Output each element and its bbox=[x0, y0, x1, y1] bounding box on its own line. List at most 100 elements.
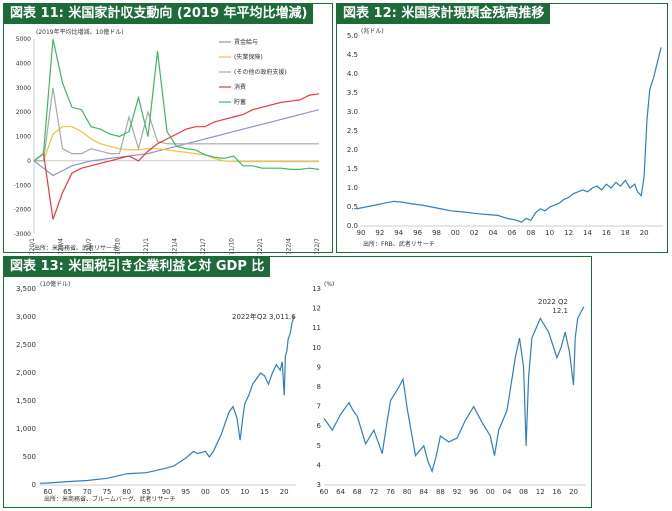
y-tick-label: 4 bbox=[317, 461, 322, 469]
y-tick-label: 0.5 bbox=[347, 203, 358, 211]
x-tick-label: 12 bbox=[536, 488, 545, 496]
y-tick-label: 0 bbox=[32, 481, 36, 489]
x-tick-label: 85 bbox=[142, 488, 151, 496]
x-tick-label: 10 bbox=[545, 229, 554, 237]
annotation: 2022 Q2 bbox=[538, 298, 568, 306]
x-tick-label: 2021/4 bbox=[172, 238, 179, 254]
x-tick-label: 15 bbox=[260, 488, 269, 496]
y-tick-label: 8 bbox=[317, 383, 321, 391]
x-tick-label: 68 bbox=[353, 488, 362, 496]
x-tick-label: 02 bbox=[470, 229, 479, 237]
series-line bbox=[39, 316, 295, 484]
y-tick-label: 0 bbox=[27, 158, 31, 165]
y-tick-label: 1,500 bbox=[16, 397, 36, 405]
panel-title: 図表 11: 米国家計収支動向 (2019 年平均比増減) bbox=[4, 4, 314, 24]
series-line bbox=[356, 47, 662, 223]
y-tick-label: 5 bbox=[317, 442, 321, 450]
x-tick-label: 2020/4 bbox=[58, 238, 65, 254]
x-tick-label: 2022/7 bbox=[314, 238, 321, 254]
annotation: 2022年Q2 3,011.6 bbox=[232, 312, 296, 321]
x-tick-label: 84 bbox=[419, 488, 428, 496]
y-tick-label: 2,000 bbox=[16, 369, 36, 377]
x-tick-label: 14 bbox=[583, 229, 592, 237]
x-tick-label: 00 bbox=[201, 488, 210, 496]
y-tick-label: 3.0 bbox=[347, 108, 358, 116]
y-tick-label: 11 bbox=[312, 324, 321, 332]
x-tick-label: 00 bbox=[486, 488, 495, 496]
x-tick-label: 72 bbox=[369, 488, 378, 496]
y-tick-label: 4000 bbox=[16, 60, 31, 67]
y-tick-label: 1.5 bbox=[347, 165, 358, 173]
series-line-3 bbox=[33, 93, 320, 220]
annotation-value: 12.1 bbox=[552, 307, 568, 315]
y-tick-label: 9 bbox=[317, 363, 321, 371]
x-tick-label: 96 bbox=[469, 488, 478, 496]
x-tick-label: 18 bbox=[621, 229, 630, 237]
x-tick-label: 65 bbox=[63, 488, 72, 496]
source-note: 出所：米商務省、武者リサーチ bbox=[34, 244, 118, 252]
y-tick-label: 2000 bbox=[16, 109, 31, 116]
legend-label: 消費 bbox=[234, 83, 246, 91]
legend-label: (その他の政府支援) bbox=[234, 68, 287, 76]
x-tick-label: 98 bbox=[432, 229, 441, 237]
x-tick-label: 06 bbox=[508, 229, 517, 237]
y-tick-label: 3,000 bbox=[16, 313, 36, 321]
x-tick-label: 16 bbox=[552, 488, 561, 496]
x-tick-label: 12 bbox=[564, 229, 573, 237]
x-tick-label: 76 bbox=[386, 488, 395, 496]
panel-corporate-profits: 図表 13: 米国税引き企業利益と対 GDP 比 (10億ドル) 0 500 1,00… bbox=[3, 256, 592, 508]
y-tick-label: 5.0 bbox=[347, 32, 358, 40]
y-tick-label: 1,000 bbox=[16, 425, 36, 433]
x-tick-label: 20 bbox=[640, 229, 649, 237]
x-tick-label: 2020/7 bbox=[86, 238, 93, 254]
x-tick-label: 2021/7 bbox=[200, 238, 207, 254]
source-note: 出所：FRB、武者リサーチ bbox=[363, 240, 435, 248]
y-tick-label: 3000 bbox=[16, 85, 31, 92]
y-tick-label: 1000 bbox=[16, 134, 31, 141]
y-tick-label: 7 bbox=[317, 403, 321, 411]
y-tick-label: 12 bbox=[312, 305, 321, 313]
y-tick-label: 500 bbox=[23, 453, 36, 461]
y-tick-label: 0.0 bbox=[347, 222, 358, 230]
y-tick-label: 5000 bbox=[16, 36, 31, 43]
x-tick-label: 2022/4 bbox=[286, 238, 293, 254]
y-tick-label: 4.0 bbox=[347, 70, 358, 78]
chart-household-flow: (2019年平均比増減、10億ドル) -3000 -2000 -1000 0 1000 20… bbox=[14, 28, 321, 254]
x-tick-label: 08 bbox=[519, 488, 528, 496]
series-line bbox=[323, 306, 585, 474]
x-tick-label: 2021/10 bbox=[229, 238, 236, 254]
x-tick-label: 92 bbox=[375, 229, 384, 237]
y-tick-label: 2.5 bbox=[347, 127, 358, 135]
series-line-4 bbox=[33, 38, 320, 170]
y-tick-label: 4.5 bbox=[347, 51, 358, 59]
panel-title: 図表 13: 米国税引き企業利益と対 GDP 比 bbox=[4, 257, 271, 277]
x-tick-label: 00 bbox=[451, 229, 460, 237]
series-line-2 bbox=[34, 87, 319, 162]
y-tick-label: -1000 bbox=[14, 182, 32, 189]
unit-label: (10億ドル) bbox=[40, 280, 70, 288]
x-tick-label: 80 bbox=[403, 488, 412, 496]
x-tick-label: 90 bbox=[357, 229, 366, 237]
legend-label: 貯蓄 bbox=[234, 98, 246, 106]
unit-label: (兆ドル) bbox=[361, 27, 384, 35]
x-tick-label: 05 bbox=[221, 488, 230, 496]
unit-label: (%) bbox=[324, 281, 334, 288]
y-tick-label: 3,500 bbox=[16, 285, 36, 293]
panel-household-flow: 図表 11: 米国家計収支動向 (2019 年平均比増減) (2019年平均比増… bbox=[3, 3, 333, 254]
x-tick-label: 80 bbox=[122, 488, 131, 496]
x-tick-label: 08 bbox=[526, 229, 535, 237]
x-tick-label: 20 bbox=[280, 488, 289, 496]
x-tick-label: 90 bbox=[162, 488, 171, 496]
x-tick-label: 2022/1 bbox=[257, 238, 264, 254]
y-tick-label: -2000 bbox=[14, 207, 32, 214]
y-tick-label: 13 bbox=[312, 285, 321, 293]
unit-label: (2019年平均比増減、10億ドル) bbox=[36, 28, 124, 36]
legend-label: 賃金給与 bbox=[234, 38, 258, 46]
x-tick-label: 92 bbox=[453, 488, 462, 496]
x-tick-label: 96 bbox=[413, 229, 422, 237]
y-tick-label: 10 bbox=[312, 344, 321, 352]
x-tick-label: 60 bbox=[43, 488, 52, 496]
x-tick-label: 20 bbox=[569, 488, 578, 496]
x-tick-label: 64 bbox=[336, 488, 345, 496]
chart-cash-deposits: (兆ドル) 0.0 0.5 1.0 1.5 2.0 2.5 3.0 3.5 4.0 4.5 5.0 90… bbox=[347, 27, 663, 248]
